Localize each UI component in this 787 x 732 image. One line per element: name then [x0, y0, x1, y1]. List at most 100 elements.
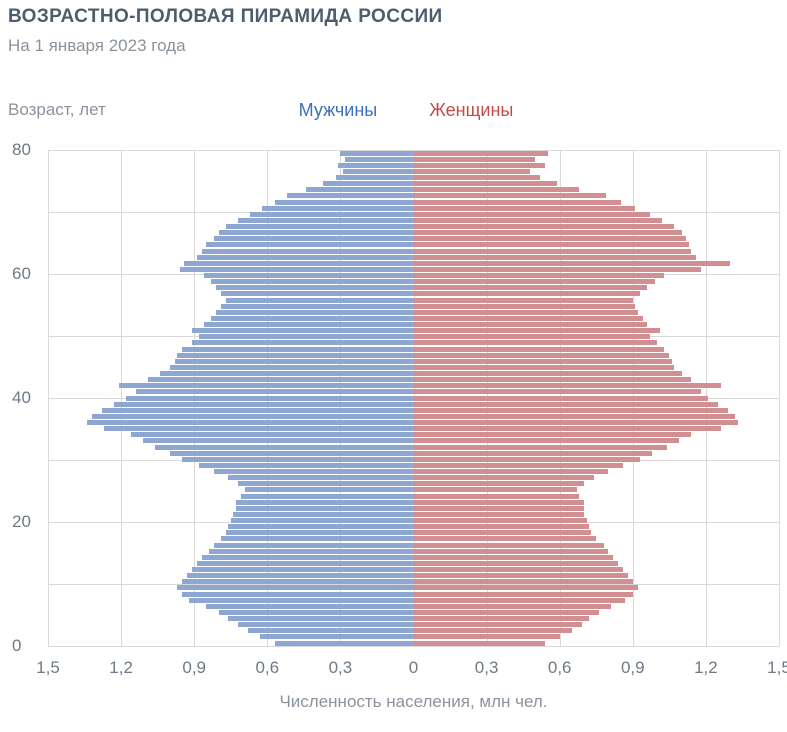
pyramid-row-age-52 — [48, 322, 779, 328]
male-bar — [260, 634, 414, 640]
male-bar — [130, 432, 414, 438]
x-tick-label: 0,3 — [474, 658, 499, 677]
female-bar — [413, 462, 624, 468]
pyramid-row-age-80 — [48, 150, 779, 156]
male-bar — [323, 181, 414, 187]
male-bar — [225, 530, 414, 536]
female-half — [413, 230, 780, 236]
male-half — [48, 322, 414, 328]
pyramid-row-age-19 — [48, 524, 779, 530]
male-half — [48, 346, 414, 352]
female-half — [413, 162, 780, 168]
male-bar — [211, 279, 414, 285]
female-half — [413, 266, 780, 272]
female-half — [413, 352, 780, 358]
pyramid-row-age-53 — [48, 315, 779, 321]
pyramid-row-age-35 — [48, 426, 779, 432]
male-bar — [216, 285, 414, 291]
male-bar — [213, 542, 414, 548]
pyramid-row-age-51 — [48, 328, 779, 334]
male-bar — [177, 352, 414, 358]
female-bar — [413, 334, 650, 340]
female-bar — [413, 211, 650, 217]
female-bar — [413, 585, 638, 591]
male-bar — [247, 628, 414, 634]
female-half — [413, 573, 780, 579]
pyramid-row-age-28 — [48, 469, 779, 475]
female-half — [413, 291, 780, 297]
male-half — [48, 309, 414, 315]
female-bar — [413, 560, 619, 566]
pyramid-row-age-62 — [48, 260, 779, 266]
pyramid-row-age-7 — [48, 597, 779, 603]
pyramid-row-age-41 — [48, 389, 779, 395]
male-bar — [213, 469, 414, 475]
male-half — [48, 560, 414, 566]
male-half — [48, 334, 414, 340]
female-bar — [413, 346, 665, 352]
female-bar — [413, 303, 636, 309]
male-bar — [199, 334, 414, 340]
pyramid-row-age-31 — [48, 450, 779, 456]
female-bar — [413, 622, 582, 628]
male-half — [48, 364, 414, 370]
male-bar — [250, 211, 414, 217]
female-half — [413, 315, 780, 321]
pyramid-row-age-48 — [48, 346, 779, 352]
male-half — [48, 462, 414, 468]
x-tick-label: 1,5 — [767, 658, 787, 677]
male-half — [48, 628, 414, 634]
female-half — [413, 628, 780, 634]
female-bar — [413, 328, 660, 334]
pyramid-row-age-13 — [48, 560, 779, 566]
pyramid-row-age-17 — [48, 536, 779, 542]
pyramid-row-age-63 — [48, 254, 779, 260]
x-tick-label: 0 — [408, 658, 419, 677]
female-half — [413, 481, 780, 487]
male-bar — [91, 413, 414, 419]
x-axis-labels: 1,5 1,2 0,9 0,6 0,3 0 0,3 0,6 0,9 1,2 1,5 — [36, 654, 787, 680]
male-bar — [225, 297, 414, 303]
male-half — [48, 554, 414, 560]
female-bar — [413, 395, 709, 401]
female-half — [413, 395, 780, 401]
pyramid-row-age-69 — [48, 217, 779, 223]
female-half — [413, 285, 780, 291]
male-half — [48, 162, 414, 168]
male-half — [48, 603, 414, 609]
male-bar — [182, 346, 414, 352]
female-bar — [413, 285, 648, 291]
female-bar — [413, 579, 633, 585]
female-half — [413, 407, 780, 413]
male-bar — [306, 187, 414, 193]
male-half — [48, 383, 414, 389]
female-half — [413, 426, 780, 432]
male-half — [48, 573, 414, 579]
female-half — [413, 456, 780, 462]
y-tick-label: 0 — [12, 636, 22, 655]
male-bar — [221, 303, 414, 309]
female-half — [413, 279, 780, 285]
female-bar — [413, 628, 572, 634]
male-half — [48, 579, 414, 585]
male-bar — [218, 230, 414, 236]
female-bar — [413, 150, 548, 156]
male-half — [48, 205, 414, 211]
male-half — [48, 211, 414, 217]
female-half — [413, 450, 780, 456]
male-half — [48, 444, 414, 450]
female-half — [413, 193, 780, 199]
female-bar — [413, 518, 587, 524]
female-bar — [413, 254, 697, 260]
male-half — [48, 499, 414, 505]
female-bar — [413, 438, 680, 444]
y-tick-label: 20 — [12, 512, 31, 531]
pyramid-row-age-23 — [48, 499, 779, 505]
male-bar — [191, 567, 414, 573]
pyramid-row-age-73 — [48, 193, 779, 199]
female-bar — [413, 248, 692, 254]
x-tick-label: 0,9 — [620, 658, 645, 677]
male-half — [48, 622, 414, 628]
male-bar — [342, 168, 414, 174]
female-bar — [413, 432, 692, 438]
